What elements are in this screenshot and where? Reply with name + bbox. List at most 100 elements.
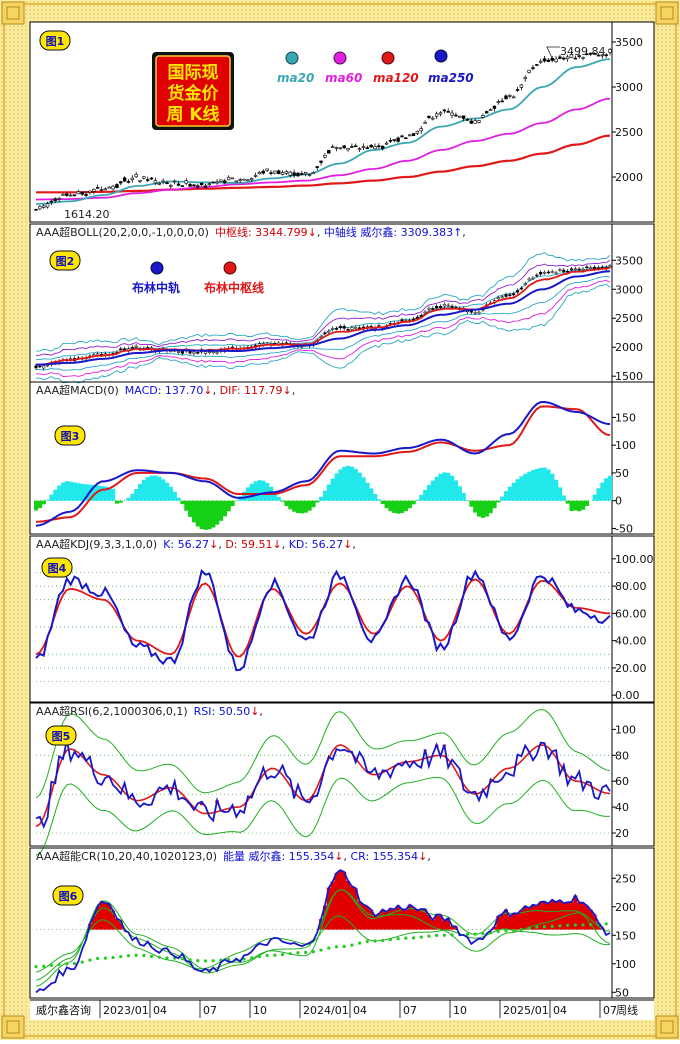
candle-body — [189, 184, 192, 186]
candle-body — [532, 278, 535, 279]
candle-body — [586, 267, 589, 268]
candle-body — [189, 352, 192, 354]
cr-dotted-point — [335, 945, 338, 948]
y-tick-label: -50 — [615, 522, 633, 535]
candle-body — [505, 96, 508, 99]
macd-histogram-bar — [73, 482, 77, 500]
candle-body — [347, 148, 350, 150]
candle-body — [520, 85, 523, 88]
macd-histogram-bar — [442, 472, 446, 500]
candle-body — [347, 329, 350, 330]
x-tick-label: 2025/01 — [503, 1004, 549, 1017]
candle-body — [324, 155, 327, 157]
tag-panel-6: 图6 — [53, 886, 83, 905]
x-tick-label: 04 — [153, 1004, 167, 1017]
candle-body — [609, 49, 612, 52]
macd-histogram-bar — [531, 470, 535, 501]
macd-histogram-bar — [338, 469, 342, 500]
macd-histogram-bar — [327, 485, 331, 501]
candle-body — [512, 97, 515, 98]
macd-histogram-bar — [358, 473, 362, 501]
macd-histogram-bar — [115, 501, 119, 504]
header-kdj: AAA超KDJ(9,3,3,1,0,0)K: 56.27↓, D: 59.51↓… — [36, 537, 356, 551]
macd-histogram-bar — [288, 501, 292, 510]
candle-body — [478, 121, 481, 123]
cr-dotted-point — [212, 959, 215, 962]
macd-histogram-bar — [311, 501, 315, 508]
ma120-legend-dot — [382, 52, 394, 64]
candle-body — [62, 194, 65, 195]
macd-histogram-bar — [230, 501, 234, 506]
candle-body — [443, 110, 446, 111]
macd-histogram-bar — [292, 501, 296, 512]
cr-dotted-point — [81, 960, 84, 963]
candle-body — [416, 131, 419, 133]
candle-body — [89, 191, 92, 192]
candle-body — [343, 146, 346, 148]
cr-dotted-point — [204, 959, 207, 962]
cr-dotted-point — [135, 954, 138, 957]
x-tick-label: 07 — [203, 1004, 217, 1017]
macd-histogram-bar — [469, 501, 473, 507]
macd-histogram-bar — [535, 469, 539, 501]
candle-body — [69, 195, 72, 196]
candle-body — [354, 146, 357, 147]
macd-histogram-bar — [184, 501, 188, 511]
macd-histogram-bar — [550, 474, 554, 501]
k-value: K: 56.27 — [163, 538, 209, 551]
macd-histogram-bar — [76, 483, 80, 500]
y-tick-label: 40.00 — [615, 635, 647, 648]
macd-histogram-bar — [38, 501, 42, 508]
candle-body — [212, 352, 215, 353]
candle-body — [424, 312, 427, 313]
macd-histogram-bar — [346, 466, 350, 501]
macd-histogram-bar — [150, 476, 154, 501]
header-macd: AAA超MACD(0)MACD: 137.70↓, DIF: 117.79↓, — [36, 383, 295, 397]
tag-label: 图1 — [46, 35, 65, 48]
candle-body — [458, 116, 461, 117]
macd-histogram-bar — [354, 469, 358, 501]
candle-body — [370, 145, 373, 147]
macd-histogram-bar — [500, 496, 504, 500]
candle-body — [501, 297, 504, 298]
macd-histogram-bar — [481, 501, 485, 518]
candle-body — [300, 173, 303, 174]
cr-dotted-point — [427, 935, 430, 938]
macd-histogram-bar — [400, 501, 404, 513]
cr-dotted-point — [319, 948, 322, 951]
macd-histogram-bar — [396, 501, 400, 514]
cr-dotted-point — [165, 956, 168, 959]
candle-body — [73, 195, 76, 196]
candle-body — [578, 269, 581, 270]
macd-histogram-bar — [431, 481, 435, 501]
candle-body — [220, 180, 223, 181]
candle-body — [304, 172, 307, 174]
macd-histogram-bar — [134, 489, 138, 501]
candle-body — [439, 113, 442, 114]
cr-dotted-point — [420, 936, 423, 939]
macd-histogram-bar — [334, 473, 338, 500]
y-tick-label: 40 — [615, 801, 629, 814]
candle-body — [547, 60, 550, 62]
energy-value: 能量 威尔鑫: 155.354 — [223, 849, 334, 863]
macd-histogram-bar — [604, 478, 608, 500]
candle-body — [447, 111, 450, 112]
tag-panel-3: 图3 — [55, 426, 85, 445]
cr-dotted-point — [435, 934, 438, 937]
macd-histogram-bar — [177, 498, 181, 501]
cr-dotted-point — [250, 956, 253, 959]
candle-body — [270, 173, 273, 174]
candle-body — [38, 207, 41, 209]
candle-body — [374, 146, 377, 148]
candle-body — [316, 166, 319, 167]
macd-histogram-bar — [569, 501, 573, 511]
boll-mid-legend-dot — [151, 262, 163, 274]
candle-body — [551, 272, 554, 273]
cr-dotted-point — [466, 933, 469, 936]
candle-body — [250, 178, 253, 179]
y-tick-label: 3500 — [615, 254, 643, 267]
candle-body — [212, 182, 215, 183]
energy-arrow: ↓ — [334, 850, 343, 863]
cr-dotted-point — [589, 923, 592, 926]
rsi-header-name: AAA超RSI(6,2,1000306,0,1) — [36, 704, 188, 718]
